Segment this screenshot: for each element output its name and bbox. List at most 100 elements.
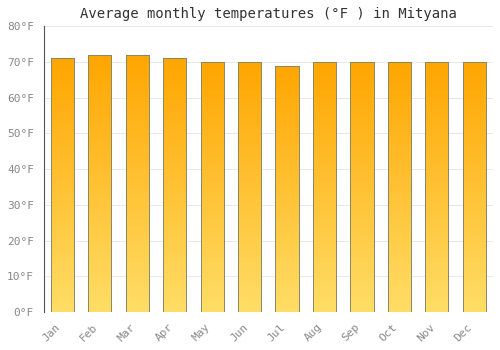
Bar: [462, 99, 486, 101]
Bar: [350, 220, 374, 222]
Bar: [313, 102, 336, 103]
Bar: [238, 180, 261, 181]
Bar: [462, 211, 486, 212]
Bar: [126, 91, 149, 92]
Bar: [126, 245, 149, 246]
Bar: [276, 160, 298, 162]
Bar: [462, 237, 486, 238]
Bar: [200, 69, 224, 71]
Bar: [276, 85, 298, 86]
Bar: [88, 172, 112, 173]
Bar: [51, 69, 74, 70]
Bar: [51, 247, 74, 248]
Bar: [200, 133, 224, 134]
Bar: [163, 213, 186, 214]
Bar: [313, 92, 336, 93]
Bar: [163, 105, 186, 107]
Bar: [88, 156, 112, 158]
Bar: [350, 73, 374, 75]
Bar: [313, 121, 336, 122]
Bar: [126, 209, 149, 210]
Bar: [462, 152, 486, 153]
Bar: [388, 271, 411, 272]
Bar: [350, 188, 374, 189]
Bar: [276, 185, 298, 186]
Bar: [276, 104, 298, 105]
Bar: [462, 226, 486, 227]
Bar: [238, 160, 261, 161]
Bar: [51, 187, 74, 188]
Bar: [126, 94, 149, 96]
Bar: [51, 190, 74, 191]
Bar: [388, 274, 411, 276]
Bar: [88, 115, 112, 117]
Bar: [88, 80, 112, 82]
Bar: [200, 116, 224, 117]
Bar: [313, 257, 336, 258]
Bar: [276, 127, 298, 128]
Bar: [313, 110, 336, 111]
Bar: [350, 273, 374, 274]
Bar: [426, 251, 448, 252]
Bar: [426, 171, 448, 172]
Bar: [88, 98, 112, 100]
Bar: [313, 246, 336, 247]
Bar: [51, 93, 74, 94]
Bar: [426, 87, 448, 88]
Bar: [51, 209, 74, 211]
Bar: [238, 183, 261, 184]
Bar: [126, 96, 149, 97]
Bar: [200, 256, 224, 257]
Bar: [88, 109, 112, 110]
Bar: [88, 127, 112, 128]
Bar: [350, 264, 374, 266]
Bar: [462, 258, 486, 259]
Bar: [51, 306, 74, 307]
Bar: [51, 136, 74, 137]
Bar: [313, 212, 336, 213]
Bar: [462, 309, 486, 311]
Bar: [276, 274, 298, 275]
Bar: [276, 194, 298, 195]
Bar: [163, 60, 186, 61]
Bar: [88, 273, 112, 275]
Bar: [163, 230, 186, 231]
Bar: [313, 138, 336, 139]
Bar: [51, 80, 74, 81]
Bar: [426, 131, 448, 132]
Bar: [126, 79, 149, 81]
Bar: [462, 286, 486, 287]
Bar: [163, 166, 186, 167]
Bar: [426, 237, 448, 238]
Bar: [426, 217, 448, 218]
Bar: [388, 163, 411, 164]
Bar: [51, 264, 74, 265]
Bar: [238, 182, 261, 183]
Bar: [163, 262, 186, 264]
Bar: [126, 299, 149, 300]
Bar: [313, 208, 336, 209]
Bar: [276, 174, 298, 175]
Bar: [200, 130, 224, 131]
Bar: [88, 176, 112, 177]
Bar: [313, 186, 336, 187]
Bar: [88, 71, 112, 73]
Bar: [238, 66, 261, 67]
Bar: [51, 216, 74, 217]
Bar: [276, 217, 298, 218]
Bar: [350, 204, 374, 206]
Bar: [426, 96, 448, 97]
Bar: [88, 177, 112, 178]
Bar: [126, 244, 149, 245]
Bar: [426, 73, 448, 75]
Bar: [238, 197, 261, 198]
Bar: [163, 71, 186, 72]
Bar: [88, 122, 112, 123]
Bar: [88, 123, 112, 124]
Bar: [313, 182, 336, 183]
Bar: [51, 62, 74, 63]
Bar: [238, 208, 261, 209]
Bar: [388, 177, 411, 178]
Bar: [163, 188, 186, 189]
Bar: [350, 252, 374, 253]
